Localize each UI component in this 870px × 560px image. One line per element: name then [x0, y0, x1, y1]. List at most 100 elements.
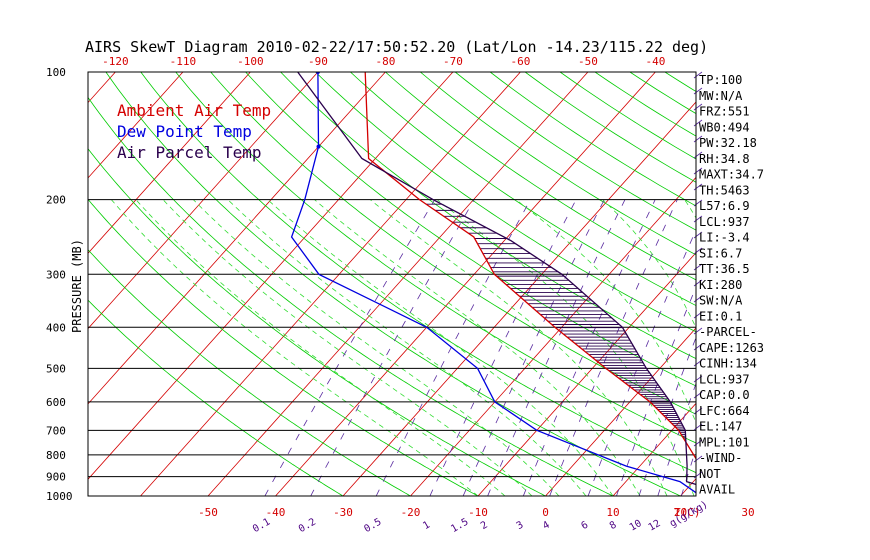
mixing-ratio-tick-label: 1 — [421, 520, 432, 533]
x-axis-unit-label: T(C) — [674, 506, 701, 519]
stat-item: SI:6.7 — [699, 246, 742, 260]
series-line — [290, 72, 696, 494]
isotherm-line — [140, 72, 521, 496]
legend: Ambient Air Temp Dew Point Temp Air Parcel… — [117, 101, 271, 162]
wind-barb — [693, 87, 703, 95]
stat-item: CAP:0.0 — [699, 388, 750, 402]
stat-item: TT:36.5 — [699, 262, 750, 276]
stat-item: AVAIL — [699, 483, 735, 497]
legend-entry: Dew Point Temp — [117, 122, 252, 141]
top-tick-label: -50 — [578, 55, 598, 68]
dry-adiabat-line — [280, 72, 696, 360]
stat-item: CAPE:1263 — [699, 341, 764, 355]
legend-entry: Ambient Air Temp — [117, 101, 271, 120]
profile-lines — [290, 72, 696, 494]
dewpoint-marker — [316, 144, 321, 149]
stat-item: EI:0.1 — [699, 309, 742, 323]
wind-barb — [693, 391, 703, 399]
isotherm-line — [545, 327, 696, 496]
bottom-tick-label: -30 — [333, 506, 353, 519]
isotherm-line — [410, 176, 696, 496]
pressure-tick-label: 1000 — [46, 490, 73, 503]
stat-item: MW:N/A — [699, 89, 743, 103]
wind-barb — [693, 471, 703, 479]
stat-item: NOT — [699, 467, 721, 481]
dry-adiabat-line — [754, 63, 870, 505]
pressure-tick-label: 200 — [46, 194, 66, 207]
wind-barb — [693, 151, 703, 159]
moist-adiabat-line — [267, 199, 614, 496]
isobars — [88, 199, 696, 478]
legend-entry: Air Parcel Temp — [117, 143, 262, 162]
wind-barb — [693, 71, 703, 79]
pressure-tick-label: 100 — [46, 66, 66, 79]
bottom-tick-label: 0 — [542, 506, 549, 519]
dry-adiabat-line — [88, 299, 344, 496]
mixing-ratio-tick-label: 8 — [608, 520, 619, 533]
grid-lines — [0, 63, 870, 505]
isotherm-line — [0, 72, 48, 496]
dry-adiabat-line — [88, 96, 614, 496]
mixing-ratio-tick-label: 12 — [647, 518, 663, 534]
wind-barb — [693, 279, 703, 287]
moist-adiabat-line — [436, 199, 695, 496]
wind-barb — [693, 439, 703, 447]
isotherm-line — [88, 72, 386, 405]
isotherm-line — [88, 72, 319, 330]
stat-item: LI:-3.4 — [699, 231, 750, 245]
wind-barb — [693, 375, 703, 383]
top-tick-label: -40 — [645, 55, 665, 68]
moist-adiabat-line — [135, 199, 506, 496]
top-tick-label: -80 — [375, 55, 395, 68]
mixing-ratio-line — [310, 199, 475, 496]
stat-item: PW:32.18 — [699, 136, 757, 150]
wind-barb — [693, 263, 703, 271]
pressure-tick-label: 600 — [46, 396, 66, 409]
dry-adiabat-line — [314, 72, 696, 333]
stat-item: CINH:134 — [699, 357, 757, 371]
mixing-ratio-line — [264, 199, 436, 496]
bottom-tick-label: -40 — [266, 506, 286, 519]
moist-adiabat-line — [162, 199, 533, 496]
stat-item: -PARCEL- — [699, 325, 757, 339]
pressure-tick-label: 300 — [46, 268, 66, 281]
dry-adiabat-line — [384, 72, 696, 281]
mixing-ratio-tick-label: 4 — [541, 520, 552, 533]
stat-item: EL:147 — [699, 420, 742, 434]
bottom-tick-label: 20 — [674, 506, 687, 519]
stat-item: LCL:937 — [699, 372, 750, 386]
wind-barb — [693, 103, 703, 111]
wind-barb — [693, 231, 703, 239]
wind-barb — [693, 295, 703, 303]
top-tick-label: -110 — [170, 55, 197, 68]
wind-barb — [693, 215, 703, 223]
stat-item: TH:5463 — [699, 183, 750, 197]
mixing-ratio-tick-label: 0.2 — [297, 517, 318, 536]
dry-adiabat-line — [210, 72, 696, 415]
pressure-tick-label: 400 — [46, 321, 66, 334]
stat-item: L57:6.9 — [699, 199, 750, 213]
wind-barb — [693, 135, 703, 143]
isotherm-line — [477, 252, 696, 496]
pressure-tick-label: 900 — [46, 471, 66, 484]
stat-item: WB0:494 — [699, 120, 750, 134]
pressure-tick-label: 700 — [46, 424, 66, 437]
mixing-ratio-tick-label: 10 — [628, 518, 644, 534]
bottom-tick-label: -20 — [401, 506, 421, 519]
y-axis-label: PRESSURE (MB) — [70, 239, 84, 333]
wind-barb — [693, 199, 703, 207]
top-tick-label: -60 — [510, 55, 530, 68]
dry-adiabat-line — [454, 72, 696, 231]
top-tick-label: -90 — [308, 55, 328, 68]
pressure-tick-label: 500 — [46, 362, 66, 375]
moist-adiabat-line — [110, 199, 479, 496]
bottom-temperature-axis: -50 -40 -30 -20 -10 0 10 20 30 — [198, 506, 755, 519]
moist-adiabat-line — [515, 199, 696, 424]
stat-item: MAXT:34.7 — [699, 168, 764, 182]
wind-barb — [693, 407, 703, 415]
mixing-ratio-tick-label: 0.1 — [251, 517, 272, 536]
isotherm-line — [88, 72, 184, 179]
isotherm-line — [88, 72, 251, 254]
